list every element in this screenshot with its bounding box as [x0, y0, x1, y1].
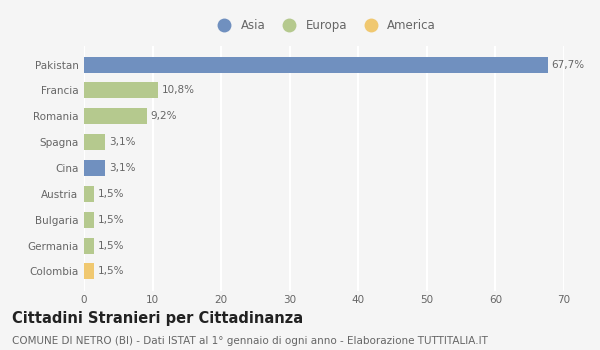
Text: 3,1%: 3,1%: [109, 137, 135, 147]
Text: 1,5%: 1,5%: [98, 189, 124, 199]
Text: 3,1%: 3,1%: [109, 163, 135, 173]
Bar: [84, 134, 105, 150]
Legend: Asia, Europa, America: Asia, Europa, America: [210, 17, 438, 35]
Bar: [84, 57, 548, 73]
Bar: [84, 186, 94, 202]
Text: Cittadini Stranieri per Cittadinanza: Cittadini Stranieri per Cittadinanza: [12, 312, 303, 327]
Text: COMUNE DI NETRO (BI) - Dati ISTAT al 1° gennaio di ogni anno - Elaborazione TUTT: COMUNE DI NETRO (BI) - Dati ISTAT al 1° …: [12, 336, 488, 346]
Bar: [84, 212, 94, 228]
Text: 67,7%: 67,7%: [551, 60, 585, 70]
Text: 1,5%: 1,5%: [98, 240, 124, 251]
Bar: [84, 160, 105, 176]
Text: 10,8%: 10,8%: [161, 85, 194, 96]
Text: 9,2%: 9,2%: [151, 111, 177, 121]
Bar: [84, 238, 94, 253]
Text: 1,5%: 1,5%: [98, 266, 124, 277]
Text: 1,5%: 1,5%: [98, 215, 124, 225]
Bar: [84, 263, 94, 279]
Bar: [84, 108, 147, 124]
Bar: [84, 83, 158, 98]
